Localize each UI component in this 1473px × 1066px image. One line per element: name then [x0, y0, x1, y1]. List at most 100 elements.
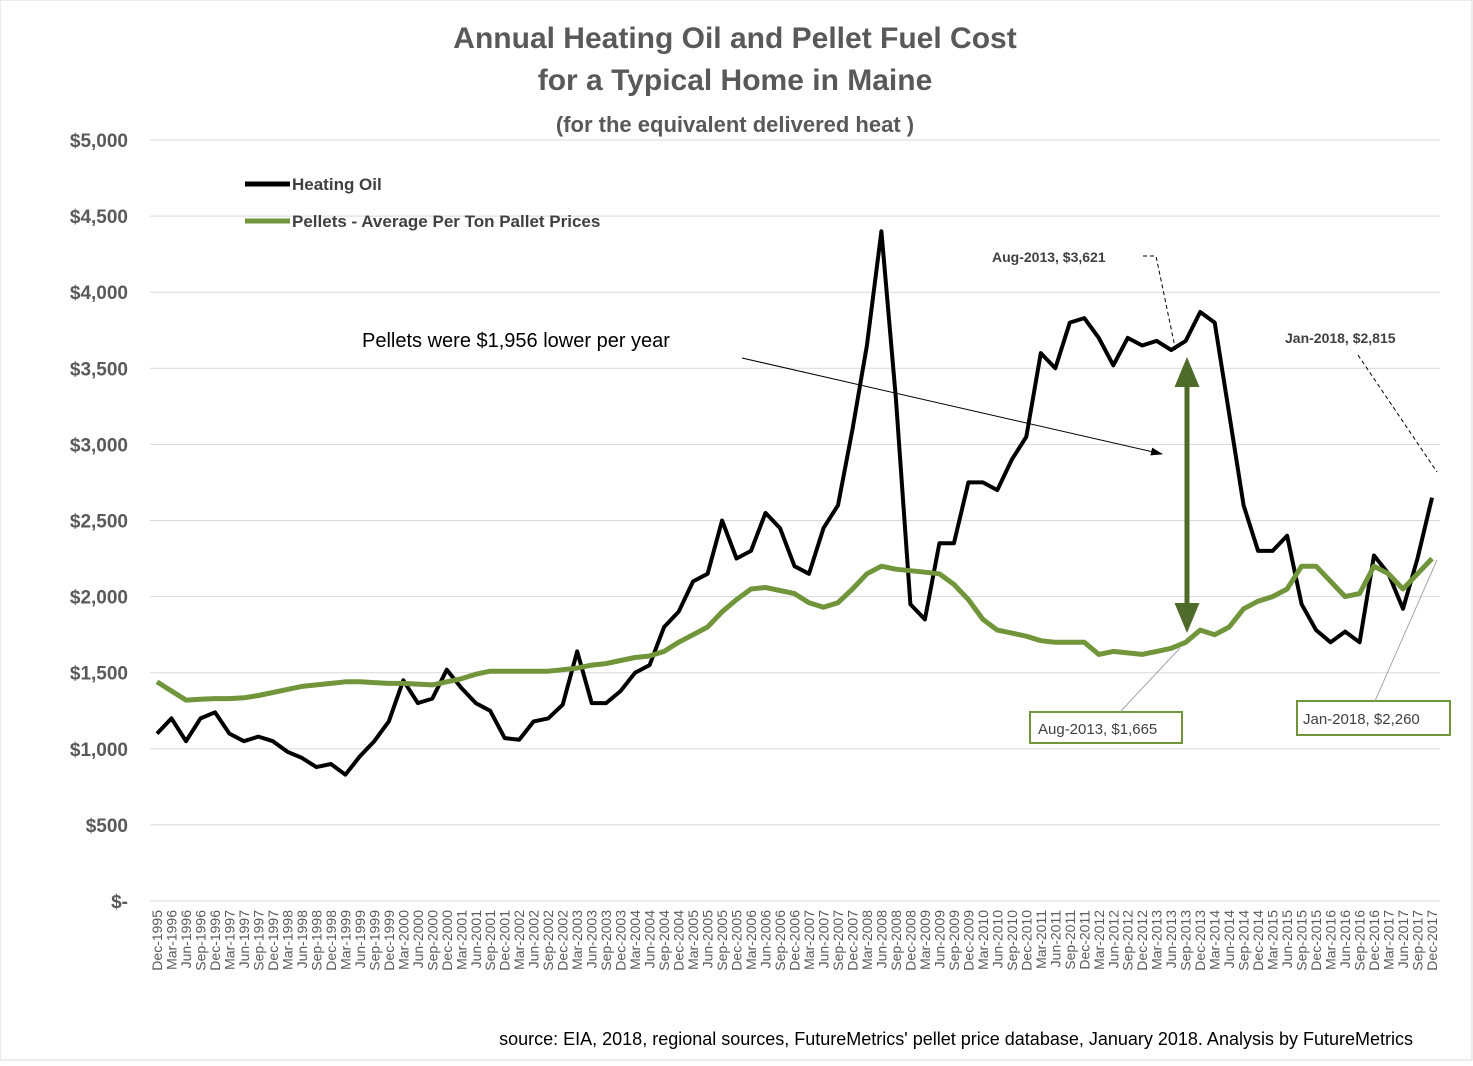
x-tick-label: Dec-1996 — [207, 910, 223, 971]
x-tick-label: Dec-1998 — [323, 910, 339, 971]
x-tick-label: Dec-1995 — [149, 910, 165, 971]
x-tick-label: Dec-2002 — [555, 910, 571, 971]
x-tick-label: Jun-2001 — [468, 910, 484, 969]
x-tick-label: Mar-2007 — [801, 910, 817, 970]
x-tick-label: Jun-2008 — [873, 910, 889, 969]
x-tick-label: Sep-2010 — [1004, 910, 1020, 971]
x-tick-label: Sep-2002 — [540, 910, 556, 971]
annotation: Jan-2018, $2,260 — [1303, 711, 1420, 728]
x-tick-label: Sep-1996 — [192, 910, 208, 971]
x-tick-label: Jun-2014 — [1221, 910, 1237, 969]
x-tick-label: Dec-2011 — [1076, 910, 1092, 970]
x-tick-label: Dec-2010 — [1018, 910, 1034, 971]
annotation-box — [1029, 711, 1183, 744]
chart-title: for a Typical Home in Maine — [538, 64, 933, 97]
x-tick-label: Dec-2003 — [613, 910, 629, 971]
source-note: source: EIA, 2018, regional sources, Fut… — [499, 1029, 1413, 1049]
x-tick-label: Dec-2005 — [729, 910, 745, 971]
y-tick-label: $2,500 — [70, 512, 128, 533]
x-tick-label: Dec-2016 — [1366, 910, 1382, 971]
y-tick-label: $5,000 — [70, 131, 128, 152]
x-tick-label: Dec-2007 — [844, 910, 860, 971]
x-tick-label: Sep-2000 — [424, 910, 440, 971]
x-tick-label: Mar-2012 — [1091, 910, 1107, 970]
x-tick-label: Dec-2004 — [671, 910, 687, 971]
x-tick-label: Dec-1999 — [381, 910, 397, 971]
x-tick-label: Sep-2015 — [1294, 910, 1310, 971]
chart-subtitle: (for the equivalent delivered heat ) — [556, 112, 914, 137]
x-tick-label: Mar-1997 — [221, 910, 237, 970]
x-tick-label: Mar-2015 — [1265, 910, 1281, 970]
annotation: Aug-2013, $3,621 — [992, 249, 1106, 265]
x-tick-label: Sep-2007 — [830, 910, 846, 971]
x-tick-label: Dec-2015 — [1308, 910, 1324, 971]
x-tick-label: Jun-2003 — [584, 910, 600, 969]
x-tick-label: Jun-2013 — [1163, 910, 1179, 969]
x-tick-label: Jun-2009 — [931, 910, 947, 969]
x-tick-label: Sep-2001 — [482, 910, 498, 971]
annotation-box — [1296, 700, 1451, 736]
x-tick-label: Sep-2012 — [1120, 910, 1136, 971]
x-tick-label: Jun-2000 — [410, 910, 426, 969]
x-tick-label: Mar-2006 — [743, 910, 759, 970]
x-tick-label: Jun-2015 — [1279, 910, 1295, 969]
x-tick-label: Jun-1998 — [294, 910, 310, 969]
x-tick-label: Dec-2017 — [1424, 910, 1440, 971]
leader-line — [1119, 647, 1181, 713]
x-tick-label: Jun-2010 — [989, 910, 1005, 969]
x-tick-label: Mar-2008 — [859, 910, 875, 970]
x-tick-label: Sep-2014 — [1236, 910, 1252, 971]
x-tick-label: Sep-1998 — [308, 910, 324, 971]
y-tick-label: $3,000 — [70, 435, 128, 456]
x-tick-label: Mar-2010 — [975, 910, 991, 970]
x-tick-label: Jun-2011 — [1047, 910, 1063, 968]
x-tick-label: Jun-2012 — [1105, 910, 1121, 969]
x-tick-label: Sep-2009 — [946, 910, 962, 971]
x-tick-label: Mar-2003 — [569, 910, 585, 970]
x-tick-label: Dec-2009 — [960, 910, 976, 971]
x-tick-label: Sep-2013 — [1178, 910, 1194, 971]
annotation-arrow — [741, 357, 1163, 456]
chart-title: Annual Heating Oil and Pellet Fuel Cost — [453, 22, 1016, 55]
x-tick-label: Sep-2003 — [598, 910, 614, 971]
x-tick-label: Sep-1999 — [366, 910, 382, 971]
x-tick-label: Sep-2011 — [1062, 910, 1078, 970]
x-tick-label: Dec-2001 — [497, 910, 513, 971]
x-tick-label: Sep-2016 — [1352, 910, 1368, 971]
x-tick-label: Dec-1997 — [265, 910, 281, 971]
x-tick-label: Mar-2000 — [395, 910, 411, 970]
y-tick-label: $2,000 — [70, 588, 128, 609]
legend-label: Heating Oil — [292, 175, 382, 194]
x-tick-label: Mar-2011 — [1033, 910, 1049, 969]
x-tick-label: Jun-2004 — [642, 910, 658, 969]
x-tick-label: Mar-2013 — [1149, 910, 1165, 970]
x-tick-label: Jun-1997 — [236, 910, 252, 969]
x-tick-label: Jun-1999 — [352, 910, 368, 969]
x-tick-label: Jun-2006 — [758, 910, 774, 969]
y-tick-label: $- — [111, 892, 128, 913]
x-tick-label: Jun-2007 — [815, 910, 831, 969]
x-tick-label: Mar-2002 — [511, 910, 527, 970]
series-line — [155, 229, 1434, 777]
y-tick-label: $1,500 — [70, 664, 128, 685]
x-tick-label: Mar-2005 — [685, 910, 701, 970]
y-tick-label: $4,000 — [70, 283, 128, 304]
leader-line — [1143, 255, 1177, 353]
y-tick-label: $3,500 — [70, 359, 128, 380]
x-tick-label: Dec-2012 — [1134, 910, 1150, 971]
x-tick-label: Jun-2005 — [700, 910, 716, 969]
x-tick-label: Dec-2014 — [1250, 910, 1266, 971]
x-tick-label: Mar-1998 — [279, 910, 295, 970]
x-tick-label: Dec-2008 — [902, 910, 918, 971]
leader-line — [1374, 559, 1438, 702]
x-tick-label: Sep-1997 — [250, 910, 266, 971]
x-tick-label: Sep-2008 — [888, 910, 904, 971]
x-tick-label: Mar-2001 — [453, 910, 469, 970]
x-tick-label: Sep-2017 — [1410, 910, 1426, 971]
legend-label: Pellets - Average Per Ton Pallet Prices — [292, 212, 600, 231]
y-tick-label: $4,500 — [70, 207, 128, 228]
x-tick-label: Mar-2009 — [917, 910, 933, 970]
annotation: Pellets were $1,956 lower per year — [362, 330, 670, 352]
annotation: Aug-2013, $1,665 — [1038, 721, 1157, 738]
